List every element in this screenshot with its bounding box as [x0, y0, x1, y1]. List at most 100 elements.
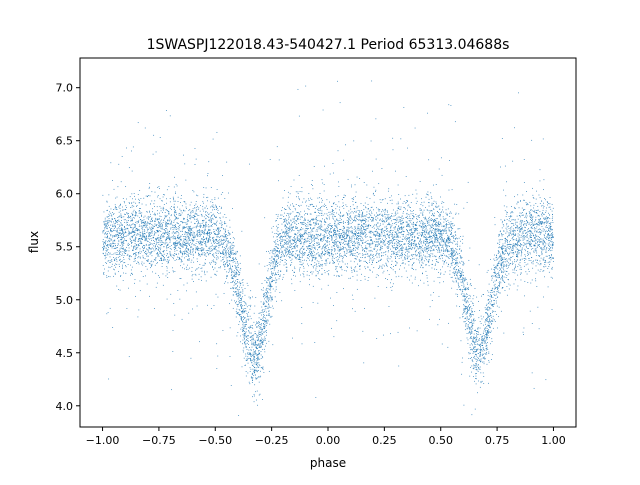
data-point — [388, 240, 390, 241]
data-point — [354, 231, 356, 233]
data-point — [138, 220, 140, 222]
data-point — [208, 220, 210, 221]
data-point — [107, 235, 108, 237]
data-point — [260, 318, 262, 320]
data-point — [186, 290, 187, 292]
data-point — [409, 220, 410, 222]
data-point — [271, 272, 272, 274]
data-point — [267, 297, 269, 298]
data-point — [135, 244, 137, 246]
data-point — [485, 343, 487, 345]
data-point — [201, 215, 203, 217]
data-point — [183, 263, 185, 265]
data-point — [438, 215, 440, 217]
data-point — [341, 233, 342, 235]
data-point — [182, 227, 184, 229]
data-point — [500, 263, 502, 265]
data-point — [200, 249, 202, 251]
data-point — [418, 216, 419, 218]
data-point — [250, 358, 252, 360]
data-point — [400, 220, 402, 222]
data-point — [233, 280, 234, 282]
data-point — [227, 235, 229, 236]
data-point — [193, 191, 195, 193]
data-point — [207, 239, 209, 241]
data-point — [298, 256, 300, 258]
data-point — [268, 305, 270, 307]
data-point — [297, 232, 299, 234]
data-point — [174, 242, 176, 244]
data-point — [371, 217, 372, 218]
data-point — [476, 349, 478, 351]
data-point — [531, 228, 533, 229]
data-point — [408, 214, 410, 215]
data-point — [413, 263, 415, 264]
data-point — [177, 237, 179, 239]
data-point — [208, 237, 209, 239]
data-point — [463, 280, 465, 282]
data-point — [146, 227, 148, 229]
data-point — [438, 223, 439, 225]
data-point — [122, 209, 124, 211]
data-point — [202, 221, 204, 223]
data-point — [524, 226, 526, 228]
data-point — [337, 150, 339, 152]
data-point — [243, 338, 245, 340]
data-point — [409, 226, 411, 228]
data-point — [243, 319, 244, 320]
data-point — [311, 256, 313, 258]
data-point — [379, 267, 381, 269]
data-point — [168, 260, 169, 262]
data-point — [260, 312, 262, 313]
data-point — [239, 315, 240, 317]
data-point — [299, 259, 301, 260]
data-point — [311, 230, 313, 231]
data-point — [159, 215, 161, 217]
data-point — [179, 257, 180, 259]
data-point — [265, 306, 267, 307]
data-point — [390, 242, 392, 244]
data-point — [324, 247, 326, 249]
data-point — [414, 253, 416, 255]
data-point — [481, 342, 483, 344]
data-point — [120, 181, 122, 183]
data-point — [285, 266, 287, 268]
data-point — [386, 220, 388, 221]
data-point — [401, 249, 402, 251]
data-point — [481, 340, 483, 342]
data-point — [192, 227, 194, 229]
data-point — [363, 228, 364, 230]
data-point — [166, 267, 168, 269]
data-point — [492, 287, 494, 289]
data-point — [179, 278, 181, 279]
data-point — [208, 219, 210, 221]
data-point — [407, 200, 409, 202]
data-point — [549, 226, 551, 228]
data-point — [254, 353, 256, 355]
data-point — [399, 243, 401, 245]
data-point — [282, 239, 284, 241]
data-point — [347, 230, 349, 232]
data-point — [157, 218, 159, 220]
data-point — [255, 391, 257, 393]
data-point — [530, 260, 532, 262]
data-point — [511, 256, 513, 258]
data-point — [292, 255, 294, 257]
data-point — [417, 237, 419, 239]
data-point — [154, 264, 156, 266]
data-point — [298, 239, 299, 241]
data-point — [137, 261, 139, 263]
data-point — [261, 323, 262, 325]
data-point — [104, 228, 106, 230]
data-point — [408, 225, 410, 227]
data-point — [115, 263, 117, 265]
data-point — [222, 246, 223, 247]
data-point — [320, 233, 322, 235]
data-point — [547, 243, 549, 245]
data-point — [197, 226, 199, 227]
data-point — [325, 253, 327, 254]
data-point — [372, 254, 374, 256]
data-point — [437, 245, 439, 247]
data-point — [123, 240, 125, 241]
data-point — [257, 344, 259, 346]
